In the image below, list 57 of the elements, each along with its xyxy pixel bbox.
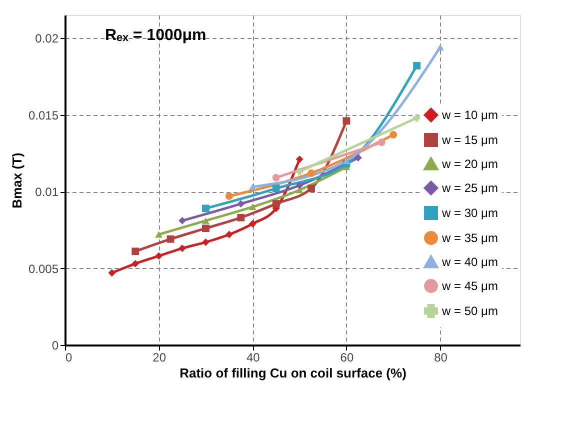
point	[237, 200, 245, 208]
point	[436, 44, 444, 50]
point	[413, 62, 421, 70]
point	[178, 216, 186, 224]
point	[202, 238, 210, 246]
point	[272, 174, 280, 182]
legend-label: w = 40 μm	[441, 255, 498, 269]
x-tick-label: 60	[340, 350, 354, 364]
point	[178, 244, 186, 252]
point	[248, 220, 256, 228]
x-tick-label: 20	[152, 350, 166, 364]
point	[342, 158, 350, 164]
x-tick-label: 80	[434, 350, 448, 364]
y-tick-label: 0.015	[28, 108, 59, 122]
point	[225, 230, 233, 238]
legend-label: w = 50 μm	[441, 304, 498, 318]
point	[296, 182, 304, 190]
x-tick-label: 40	[246, 350, 260, 364]
point	[272, 184, 280, 192]
point	[354, 154, 362, 162]
point	[155, 231, 163, 238]
point	[272, 200, 280, 208]
point	[378, 138, 386, 146]
annotation: Rₑₓ = 1000μm	[105, 27, 206, 44]
x-tick-label: 0	[66, 350, 72, 364]
y-tick-label: 0	[52, 338, 59, 352]
point	[390, 131, 398, 138]
y-axis-title: Bmax (T)	[9, 152, 24, 208]
legend-label: w = 15 μm	[441, 133, 498, 147]
y-tick-label: 0.01	[35, 185, 59, 200]
legend-label: w = 25 μm	[441, 181, 498, 195]
point	[413, 114, 421, 122]
point	[132, 260, 140, 268]
y-tick-label: 0.02	[35, 32, 59, 46]
point	[132, 248, 140, 256]
point	[308, 184, 315, 192]
point	[308, 169, 315, 177]
y-tick-label: 0.005	[28, 262, 59, 276]
point	[202, 204, 210, 212]
legend-label: w = 30 μm	[441, 206, 498, 220]
point	[225, 192, 233, 200]
point	[202, 224, 210, 232]
legend-label: w = 20 μm	[441, 157, 498, 171]
point	[166, 235, 174, 243]
legend-label: w = 35 μm	[441, 231, 498, 245]
point	[237, 214, 245, 222]
point	[202, 217, 210, 224]
point	[108, 269, 116, 277]
point	[296, 168, 304, 176]
point	[248, 204, 256, 210]
point	[155, 252, 163, 260]
legend-label: w = 10 μm	[441, 108, 498, 122]
legend-label: w = 45 μm	[441, 279, 498, 293]
point	[248, 184, 256, 190]
point	[296, 156, 304, 163]
point	[342, 117, 350, 125]
x-axis-title: Ratio of filling Cu on coil surface (%)	[180, 366, 406, 380]
